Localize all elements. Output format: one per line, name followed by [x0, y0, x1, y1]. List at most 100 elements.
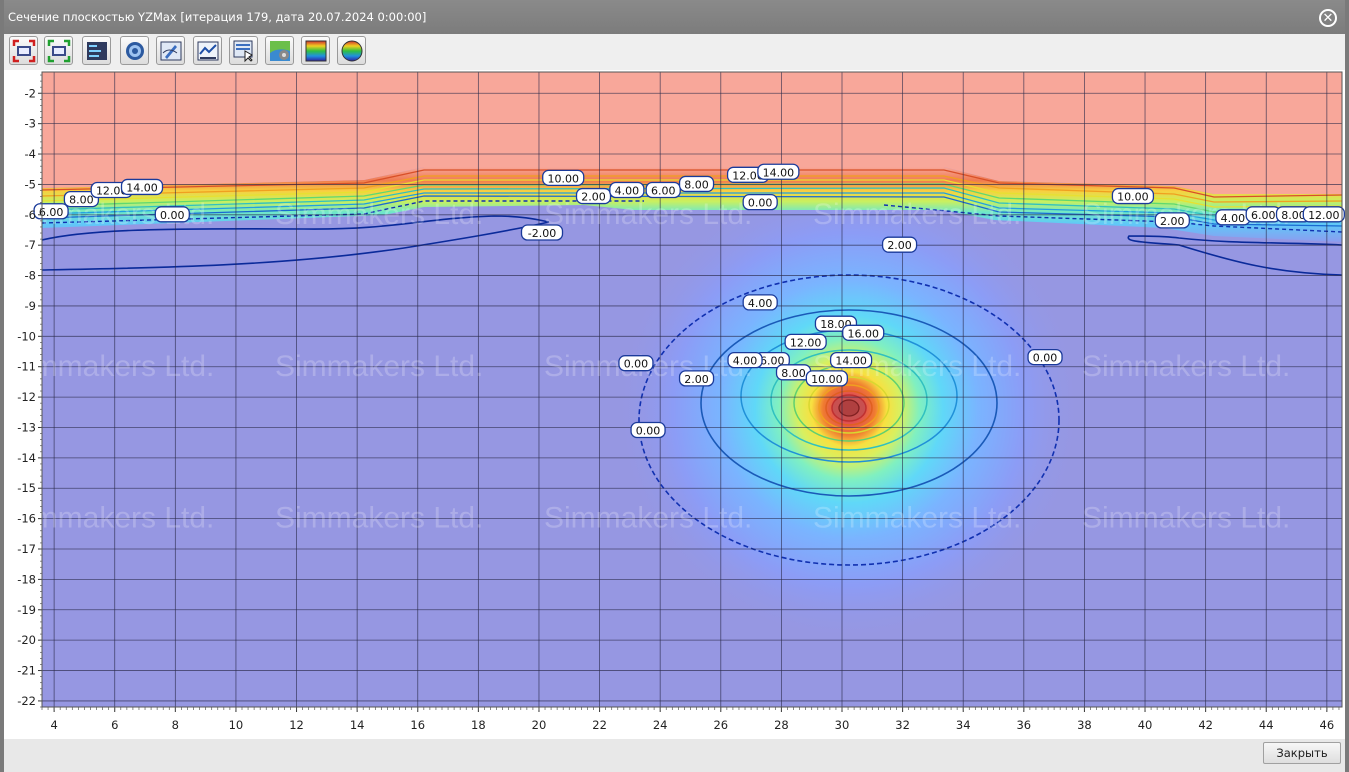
- contour-label-text: 12.00: [96, 184, 128, 197]
- pointer-table-button[interactable]: [229, 36, 258, 65]
- x-tick-label: 12: [289, 718, 304, 732]
- watermark-text: Simmakers Ltd.: [6, 502, 214, 535]
- x-tick-label: 22: [592, 718, 607, 732]
- rainbow-palette-icon: [305, 40, 326, 61]
- contour-12: [42, 175, 1342, 203]
- y-tick-label: -7: [25, 238, 36, 252]
- y-tick-label: -15: [17, 481, 36, 495]
- contour-label: 2.00: [575, 187, 612, 205]
- legend-button[interactable]: [82, 36, 111, 65]
- watermark-text: Simmakers Ltd.: [1082, 350, 1290, 383]
- watermark-text: Simmakers Ltd.: [544, 198, 752, 231]
- contour-label: 4.00: [609, 181, 645, 199]
- axes: 4 6 8 10 12 14 16 18 20 22 24 26 28 30 32 34 36 38 40 42 44 4…: [17, 74, 1340, 732]
- y-tick-label: -16: [17, 512, 36, 526]
- contour-label: 14.00: [757, 163, 800, 180]
- contour-6-ring: [770, 349, 928, 451]
- contour-label: 10.00: [1111, 187, 1155, 205]
- contour-label-text: 4.00: [748, 297, 773, 310]
- contour-label-text: 6.00: [39, 206, 64, 219]
- x-tick-label: 24: [653, 718, 668, 732]
- x-tick-label: 16: [410, 718, 425, 732]
- map-settings-button[interactable]: [265, 36, 294, 65]
- close-dialog-button[interactable]: Закрыть: [1263, 742, 1341, 764]
- contour-label-text: 4.00: [615, 184, 640, 197]
- x-tick-label: 38: [1077, 718, 1092, 732]
- contour-label-text: 6.00: [760, 355, 785, 368]
- contour-label-text: 0.00: [636, 425, 661, 438]
- contour-label-text: 12.00: [732, 169, 764, 182]
- fit-view-red-button[interactable]: [9, 36, 38, 65]
- contour-12-ring: [818, 384, 880, 430]
- y-tick-label: -19: [17, 603, 36, 617]
- contour-plot[interactable]: Simmakers Ltd. Simmakers Ltd. Simmakers Lt…: [4, 70, 1345, 739]
- contour-label-text: 2.00: [1160, 215, 1185, 228]
- toolbar: [4, 34, 1345, 70]
- plot-area[interactable]: Simmakers Ltd. Simmakers Ltd. Simmakers Lt…: [4, 70, 1345, 739]
- watermark-text: Simmakers Ltd.: [6, 70, 214, 79]
- contour-label-text: 2.00: [684, 373, 709, 386]
- contour-label: 12.00: [1302, 206, 1345, 223]
- watermark-text: Simmakers Ltd.: [275, 502, 483, 535]
- contour-label-text: 0.00: [1033, 352, 1058, 365]
- watermark-text: Simmakers Ltd.: [813, 70, 1021, 79]
- chart-tools-button[interactable]: [193, 36, 222, 65]
- contour-label: 14.00: [120, 178, 164, 196]
- contour-label: 0.00: [630, 421, 666, 439]
- x-tick-label: 46: [1320, 718, 1335, 732]
- y-tick-label: -14: [17, 451, 36, 465]
- fit-view-red-icon: [12, 39, 35, 62]
- pointer-table-icon: [233, 40, 253, 62]
- y-tick-label: -17: [17, 542, 36, 556]
- fit-view-green-button[interactable]: [44, 36, 73, 65]
- grid-lines: [42, 72, 1342, 707]
- y-tick-label: -12: [17, 390, 36, 404]
- contour-10-ring: [808, 376, 890, 434]
- contour-label-text: 10.00: [547, 172, 579, 185]
- transition-band: [42, 167, 1342, 242]
- contour-14-ring: [825, 390, 873, 426]
- settings-button[interactable]: [120, 36, 149, 65]
- contour-label: 2.00: [678, 370, 715, 387]
- contour-label-text: 10.00: [1117, 191, 1149, 204]
- y-tick-label: -13: [17, 420, 36, 434]
- watermark-text: Simmakers Ltd.: [275, 70, 483, 79]
- plot-border: [41, 71, 1343, 708]
- window-close-button[interactable]: ✕: [1319, 9, 1337, 27]
- y-tick-label: -3: [25, 117, 36, 131]
- contour-label: 8.00: [678, 175, 715, 193]
- x-tick-label: 32: [895, 718, 910, 732]
- y-tick-label: -9: [25, 299, 36, 313]
- y-tick-label: -2: [25, 86, 36, 100]
- contour-label-text: 12.00: [790, 336, 822, 349]
- x-tick-label: 6: [111, 718, 118, 732]
- map-settings-icon: [269, 40, 290, 61]
- contour-label: 14.00: [829, 351, 873, 369]
- edit-contours-button[interactable]: [156, 36, 185, 65]
- rainbow-palette-button[interactable]: [301, 36, 330, 65]
- contour-label-text: 14.00: [763, 166, 795, 179]
- watermark-text: Simmakers Ltd.: [275, 198, 483, 231]
- y-tick-label: -4: [25, 147, 36, 161]
- x-tick-label: 40: [1138, 718, 1153, 732]
- contour-label: 0.00: [154, 206, 190, 223]
- x-tick-label: 14: [350, 718, 365, 732]
- contour-label-text: 14.00: [126, 181, 158, 194]
- color-circle-button[interactable]: [337, 36, 366, 65]
- contour-label: 2.00: [1154, 212, 1190, 229]
- fit-view-green-icon: [47, 39, 70, 62]
- x-tick-label: 18: [471, 718, 486, 732]
- contour-minus2-right: [1127, 235, 1342, 276]
- contour-label: 0.00: [1027, 348, 1063, 366]
- contour-label-text: 8.00: [781, 367, 806, 380]
- contour-label-text: 8.00: [684, 178, 709, 191]
- contour-label-text: 10.00: [811, 373, 843, 386]
- contour-label: 0.00: [742, 193, 778, 211]
- contour-label: 8.00: [63, 190, 100, 208]
- contour-4: [42, 192, 1342, 222]
- contour-label: 2.00: [881, 236, 918, 253]
- contour-14: [42, 169, 1342, 198]
- contour-label-text: -2.00: [528, 227, 556, 240]
- contour-label: 6.00: [645, 181, 681, 199]
